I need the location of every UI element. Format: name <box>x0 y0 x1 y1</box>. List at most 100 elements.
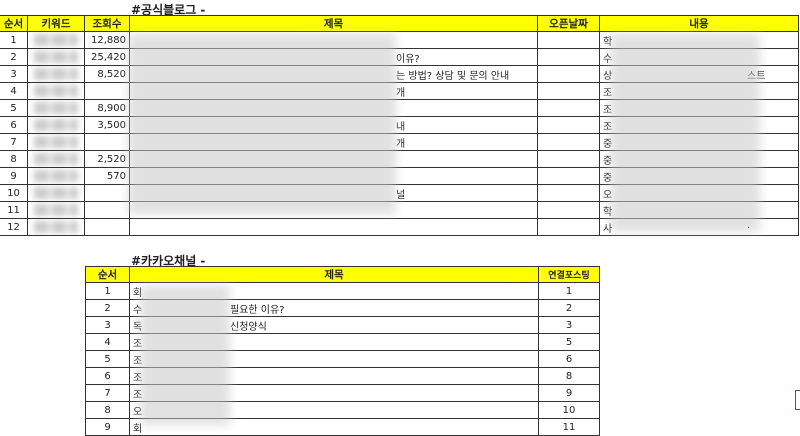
cell-open-date[interactable] <box>537 150 600 168</box>
blurred-text <box>34 85 78 97</box>
cell-order[interactable]: 6 <box>0 116 28 134</box>
cell-views[interactable] <box>84 201 130 219</box>
cell-order[interactable]: 8 <box>0 150 28 168</box>
cell-keyword[interactable] <box>27 218 85 236</box>
title-visible-head: 조 <box>133 338 143 350</box>
cell-order[interactable]: 3 <box>85 316 130 334</box>
cell-views[interactable]: 25,420 <box>84 48 130 66</box>
cell-keyword[interactable] <box>27 65 85 83</box>
cell-linked-post[interactable]: 3 <box>538 316 600 334</box>
cell-order[interactable]: 5 <box>0 99 28 117</box>
cell-linked-post[interactable]: 10 <box>538 401 600 419</box>
cell-views[interactable] <box>84 82 130 100</box>
header-keyword[interactable]: 키워드 <box>27 15 85 32</box>
cell-keyword[interactable] <box>27 167 85 185</box>
cell-linked-post[interactable]: 2 <box>538 299 600 317</box>
blurred-text <box>34 170 78 182</box>
content-visible-head: 학 <box>603 206 613 218</box>
header-content[interactable]: 내용 <box>599 15 799 32</box>
cell-open-date[interactable] <box>537 184 600 202</box>
cell-views[interactable] <box>84 184 130 202</box>
cell-open-date[interactable] <box>537 201 600 219</box>
cell-order[interactable]: 3 <box>0 65 28 83</box>
title-visible-head: 조 <box>133 372 143 384</box>
cell-order[interactable]: 7 <box>0 133 28 151</box>
cell-order[interactable]: 2 <box>85 299 130 317</box>
cell-order[interactable]: 9 <box>0 167 28 185</box>
cell-keyword[interactable] <box>27 201 85 219</box>
cell-views[interactable]: 8,900 <box>84 99 130 117</box>
cell-open-date[interactable] <box>537 31 600 49</box>
cell-views[interactable]: 2,520 <box>84 150 130 168</box>
cell-linked-post[interactable]: 5 <box>538 333 600 351</box>
cell-views[interactable]: 570 <box>84 167 130 185</box>
blurred-text <box>34 119 78 131</box>
title-visible-tail: 신청양식 <box>230 322 267 333</box>
cell-title[interactable] <box>129 218 538 236</box>
cell-keyword[interactable] <box>27 99 85 117</box>
content-visible-head: 중 <box>603 138 613 150</box>
cell-views[interactable]: 12,880 <box>84 31 130 49</box>
title-visible-text: 내 <box>396 122 406 133</box>
cell-order[interactable]: 7 <box>85 384 130 402</box>
cell-order[interactable]: 6 <box>85 367 130 385</box>
blurred-text <box>34 153 78 165</box>
cell-order[interactable]: 8 <box>85 401 130 419</box>
redaction-blur <box>140 285 230 425</box>
content-visible-head: 중 <box>603 155 613 167</box>
cell-keyword[interactable] <box>27 48 85 66</box>
cell-linked-post[interactable]: 1 <box>538 282 600 300</box>
cell-views[interactable]: 3,500 <box>84 116 130 134</box>
cell-keyword[interactable] <box>27 31 85 49</box>
cell-views[interactable] <box>84 133 130 151</box>
cell-open-date[interactable] <box>537 99 600 117</box>
title-visible-head: 회 <box>133 423 143 435</box>
cell-views[interactable] <box>84 218 130 236</box>
cell-order[interactable]: 1 <box>85 282 130 300</box>
title-visible-head: 수 <box>133 304 143 316</box>
cell-open-date[interactable] <box>537 218 600 236</box>
cell-keyword[interactable] <box>27 133 85 151</box>
content-visible-head: 조 <box>603 87 613 99</box>
content-visible-head: 학 <box>603 36 613 48</box>
cell-open-date[interactable] <box>537 116 600 134</box>
blog-section-title: #공식블로그 - <box>131 3 206 17</box>
header-order[interactable]: 순서 <box>0 15 28 32</box>
header-order[interactable]: 순서 <box>85 266 130 283</box>
redaction-blur <box>128 34 396 214</box>
header-linked-post[interactable]: 연결포스팅 <box>538 266 600 283</box>
title-visible-text: 널 <box>396 190 406 201</box>
cell-open-date[interactable] <box>537 65 600 83</box>
cell-linked-post[interactable]: 9 <box>538 384 600 402</box>
header-open-date[interactable]: 오픈날짜 <box>537 15 600 32</box>
header-title[interactable]: 제목 <box>129 266 539 283</box>
cell-order[interactable]: 10 <box>0 184 28 202</box>
header-title[interactable]: 제목 <box>129 15 538 32</box>
kakao-header-row: 순서 제목 연결포스팅 <box>85 266 600 283</box>
cell-keyword[interactable] <box>27 184 85 202</box>
cell-order[interactable]: 4 <box>0 82 28 100</box>
cell-order[interactable]: 11 <box>0 201 28 219</box>
cell-order[interactable]: 12 <box>0 218 28 236</box>
cell-keyword[interactable] <box>27 150 85 168</box>
cell-keyword[interactable] <box>27 82 85 100</box>
cell-order[interactable]: 2 <box>0 48 28 66</box>
cell-linked-post[interactable]: 8 <box>538 367 600 385</box>
cell-open-date[interactable] <box>537 167 600 185</box>
title-visible-head: 조 <box>133 355 143 367</box>
cell-views[interactable]: 8,520 <box>84 65 130 83</box>
kakao-section-title: #카카오채널 - <box>131 254 206 268</box>
content-visible-head: 수 <box>603 53 613 65</box>
cell-keyword[interactable] <box>27 116 85 134</box>
cell-order[interactable]: 1 <box>0 31 28 49</box>
cell-linked-post[interactable]: 6 <box>538 350 600 368</box>
cell-open-date[interactable] <box>537 48 600 66</box>
cell-open-date[interactable] <box>537 133 600 151</box>
cell-order[interactable]: 4 <box>85 333 130 351</box>
cell-open-date[interactable] <box>537 82 600 100</box>
blurred-text <box>34 34 78 46</box>
cell-order[interactable]: 5 <box>85 350 130 368</box>
content-visible-head: 오 <box>603 189 613 201</box>
header-views[interactable]: 조회수 <box>84 15 130 32</box>
title-visible-head: 오 <box>133 406 143 418</box>
